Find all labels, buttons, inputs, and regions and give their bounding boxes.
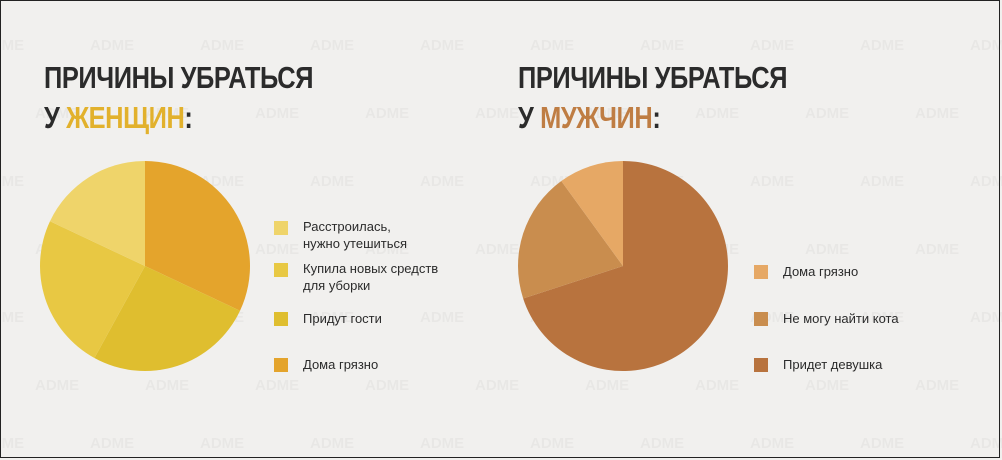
women-legend-swatch bbox=[274, 312, 288, 326]
men-legend-label: Не могу найти кота bbox=[783, 311, 899, 326]
men-legend-swatch bbox=[754, 358, 768, 372]
women-title-prefix: У bbox=[44, 100, 67, 135]
women-legend-label: Дома грязно bbox=[303, 357, 379, 372]
women-chart-panel: ПРИЧИНЫ УБРАТЬСЯ У ЖЕНЩИН: Расстроилась,… bbox=[0, 0, 500, 460]
men-chart-panel: ПРИЧИНЫ УБРАТЬСЯ У МУЖЧИН: Дома грязно Не… bbox=[500, 0, 1002, 460]
men-legend-swatch bbox=[754, 265, 768, 279]
women-title-line1: ПРИЧИНЫ УБРАТЬСЯ bbox=[44, 60, 314, 95]
men-title-line1: ПРИЧИНЫ УБРАТЬСЯ bbox=[518, 60, 788, 95]
men-pie-slice-1 bbox=[518, 181, 623, 299]
women-chart-title: ПРИЧИНЫ УБРАТЬСЯ У ЖЕНЩИН: bbox=[44, 58, 313, 138]
men-legend-label: Придет девушка bbox=[783, 357, 883, 372]
men-pie-chart bbox=[518, 161, 728, 371]
women-legend-swatch bbox=[274, 358, 288, 372]
women-title-suffix: : bbox=[184, 100, 193, 135]
women-title-line2: У ЖЕНЩИН: bbox=[44, 98, 313, 138]
men-legend-swatch bbox=[754, 312, 768, 326]
men-title-suffix: : bbox=[652, 100, 661, 135]
men-pie-slice-2 bbox=[561, 161, 623, 266]
men-title-prefix: У bbox=[518, 100, 541, 135]
men-pie-slice-0 bbox=[523, 161, 728, 371]
women-pie-slice-0 bbox=[145, 161, 250, 311]
women-pie-slice-1 bbox=[94, 266, 241, 371]
women-legend-label: Расстроилась, нужно утешиться bbox=[303, 219, 408, 251]
men-title-highlight: МУЖЧИН bbox=[540, 100, 653, 135]
men-chart-title: ПРИЧИНЫ УБРАТЬСЯ У МУЖЧИН: bbox=[518, 58, 787, 138]
men-title-line2: У МУЖЧИН: bbox=[518, 98, 787, 138]
women-title-highlight: ЖЕНЩИН bbox=[66, 100, 185, 135]
women-legend-label: Придут гости bbox=[303, 311, 382, 326]
women-legend-label: Купила новых средств для уборки bbox=[303, 261, 439, 293]
women-pie-chart bbox=[39, 161, 250, 371]
women-legend-swatch bbox=[274, 221, 288, 235]
men-legend-label: Дома грязно bbox=[783, 264, 859, 279]
women-pie-slice-2 bbox=[39, 221, 145, 359]
women-legend-swatch bbox=[274, 263, 288, 277]
women-pie-slice-3 bbox=[49, 161, 145, 266]
